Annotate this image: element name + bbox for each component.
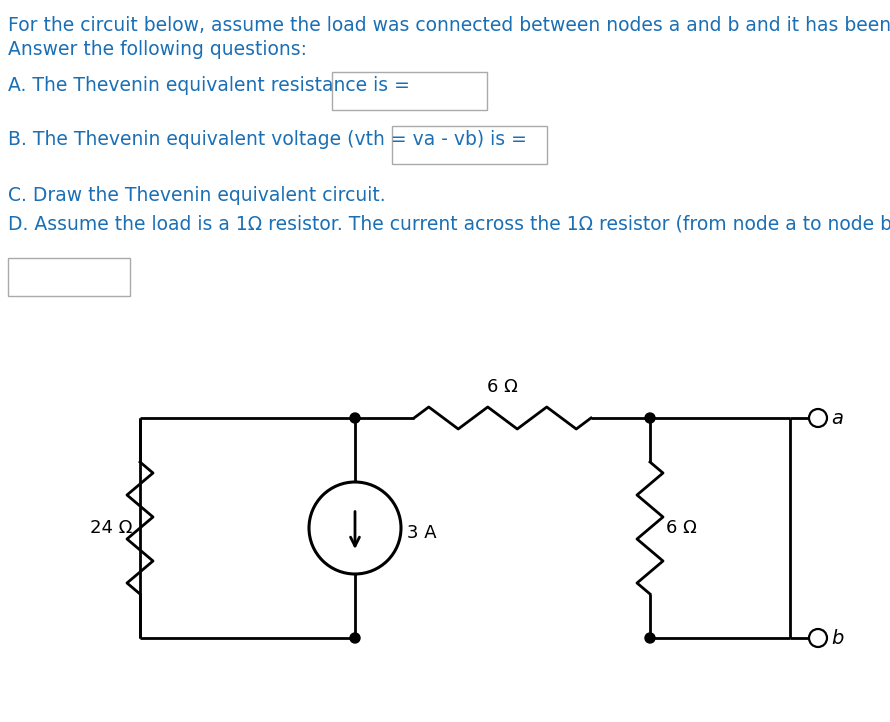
Text: 6 Ω: 6 Ω [666,519,697,537]
Text: a: a [831,409,843,427]
Circle shape [645,413,655,423]
Text: b: b [831,628,844,648]
Text: For the circuit below, assume the load was connected between nodes a and b and i: For the circuit below, assume the load w… [8,16,890,35]
Text: Answer the following questions:: Answer the following questions: [8,40,307,59]
Text: 24 Ω: 24 Ω [90,519,132,537]
Circle shape [645,633,655,643]
Text: 6 Ω: 6 Ω [487,378,518,396]
FancyBboxPatch shape [8,258,130,296]
Text: 3 A: 3 A [407,524,437,542]
Circle shape [350,633,360,643]
Text: A. The Thevenin equivalent resistance is =: A. The Thevenin equivalent resistance is… [8,76,410,95]
Circle shape [350,413,360,423]
Text: C. Draw the Thevenin equivalent circuit.: C. Draw the Thevenin equivalent circuit. [8,186,385,205]
FancyBboxPatch shape [392,126,547,164]
Text: D. Assume the load is a 1Ω resistor. The current across the 1Ω resistor (from no: D. Assume the load is a 1Ω resistor. The… [8,214,890,233]
FancyBboxPatch shape [332,72,487,110]
Text: B. The Thevenin equivalent voltage (vth = va - vb) is =: B. The Thevenin equivalent voltage (vth … [8,130,527,149]
